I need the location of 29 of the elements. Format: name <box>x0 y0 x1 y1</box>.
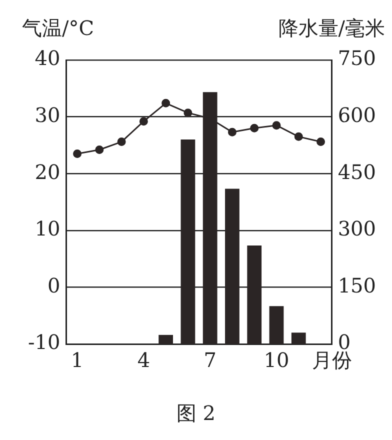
point <box>228 128 236 136</box>
point <box>184 108 192 118</box>
point <box>117 138 126 146</box>
y2-tick-label: 600 <box>338 103 376 128</box>
y2-axis-title: 降水量/毫米 <box>278 16 385 40</box>
point <box>294 132 303 141</box>
x-tick-label: 1 <box>70 348 84 372</box>
point <box>272 121 281 130</box>
y-tick-label: 10 <box>34 216 60 241</box>
y-tick-label: 30 <box>34 103 60 128</box>
point <box>95 145 104 154</box>
y2-tick-label: 150 <box>338 273 376 298</box>
y2-tick-label: 300 <box>338 216 376 241</box>
y2-tick-label: 450 <box>338 160 376 184</box>
y2-tick-label: 750 <box>338 46 376 70</box>
y-axis-title: 气温/°C <box>22 16 94 40</box>
y-tick-label: 40 <box>34 46 60 70</box>
point <box>139 117 148 126</box>
x-tick-label: 4 <box>137 348 150 372</box>
x-tick-label: 7 <box>204 348 216 372</box>
x-tick-label: 10 <box>264 348 290 372</box>
y-tick-label: 20 <box>34 160 60 184</box>
y-tick-label: 0 <box>47 273 60 298</box>
y-tick-label: -10 <box>28 330 60 354</box>
point <box>250 124 259 132</box>
caption: 图 2 <box>175 400 217 427</box>
point <box>73 149 82 158</box>
point <box>162 98 170 108</box>
point <box>316 138 326 146</box>
